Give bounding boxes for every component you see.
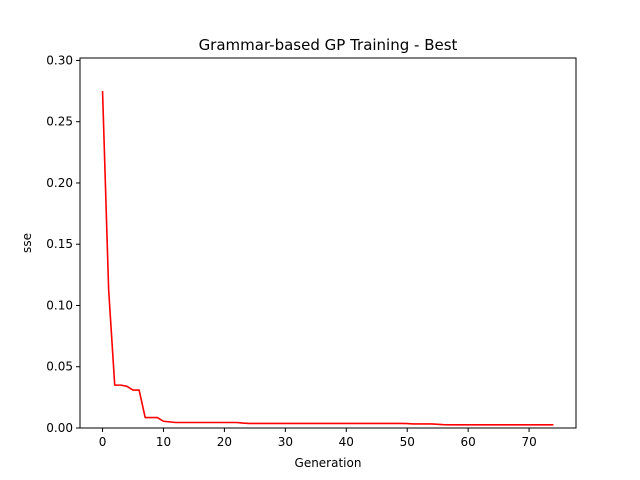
x-tick-label: 10 — [156, 435, 171, 449]
y-tick-label: 0.25 — [46, 115, 73, 129]
plot-area — [101, 91, 554, 426]
y-tick-label: 0.20 — [46, 176, 73, 190]
y-axis-label: sse — [20, 233, 34, 253]
x-tick-label: 50 — [400, 435, 415, 449]
y-tick-label: 0.10 — [46, 298, 73, 312]
x-tick-label: 70 — [521, 435, 536, 449]
y-tick-label: 0.00 — [46, 421, 73, 435]
y-tick-label: 0.05 — [46, 360, 73, 374]
axes-frame — [79, 57, 577, 429]
y-axis: 0.00 0.05 0.10 0.15 0.20 0.25 0.30 — [46, 53, 80, 435]
x-tick-label: 60 — [461, 435, 476, 449]
x-tick-label: 30 — [278, 435, 293, 449]
series-line — [101, 91, 554, 426]
chart-title: Grammar-based GP Training - Best — [199, 36, 458, 54]
x-axis: 0 10 20 30 40 50 60 70 — [99, 428, 537, 449]
x-tick-label: 40 — [339, 435, 354, 449]
y-tick-label: 0.15 — [46, 237, 73, 251]
x-tick-label: 0 — [99, 435, 107, 449]
x-axis-label: Generation — [295, 456, 362, 470]
y-tick-label: 0.30 — [46, 53, 73, 67]
x-tick-label: 20 — [217, 435, 232, 449]
